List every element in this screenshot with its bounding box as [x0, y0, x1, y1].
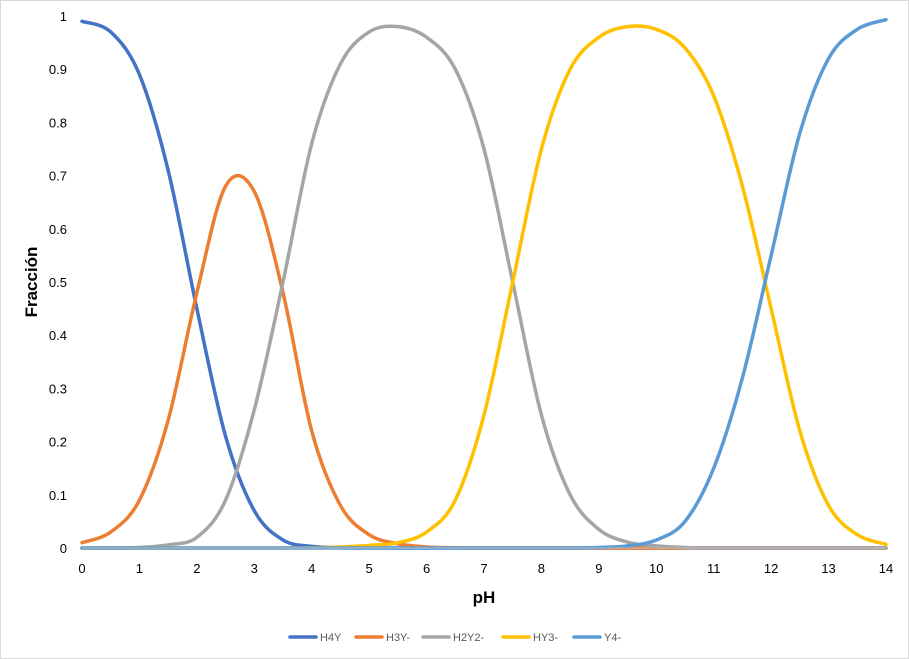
x-axis-title: pH [473, 588, 496, 607]
x-tick-labels: 0 1 2 3 4 5 6 7 8 9 10 11 12 13 14 [78, 561, 893, 576]
legend-label: HY3- [533, 632, 558, 644]
x-tick-label: 12 [764, 561, 778, 576]
x-tick-label: 8 [538, 561, 545, 576]
x-tick-label: 0 [78, 561, 85, 576]
x-tick-label: 14 [879, 561, 893, 576]
series-line-h3y [80, 174, 888, 550]
x-tick-label: 7 [480, 561, 487, 576]
series-line-y4 [80, 17, 888, 550]
y-tick-label: 0 [60, 541, 67, 556]
legend-item: H3Y- [354, 632, 410, 644]
x-tick-label: 2 [193, 561, 200, 576]
legend-label: Y4- [604, 632, 621, 644]
y-tick-label: 0.1 [49, 488, 67, 503]
x-tick-label: 5 [366, 561, 373, 576]
y-tick-label: 0.8 [49, 115, 67, 130]
y-tick-label: 0.9 [49, 62, 67, 77]
legend: H4Y H3Y- H2Y2- HY3- Y4- [288, 632, 621, 644]
y-tick-label: 0.3 [49, 381, 67, 396]
legend-item: H2Y2- [421, 632, 485, 644]
x-tick-label: 1 [136, 561, 143, 576]
legend-label: H3Y- [386, 632, 410, 644]
y-tick-label: 0.4 [49, 328, 67, 343]
y-tick-label: 0.7 [49, 169, 67, 184]
y-tick-label: 0.5 [49, 275, 67, 290]
x-tick-label: 4 [308, 561, 315, 576]
x-tick-label: 11 [707, 561, 721, 576]
y-axis-title: Fracción [22, 247, 41, 318]
y-tick-label: 0.2 [49, 435, 67, 450]
y-tick-labels: 0 0.1 0.2 0.3 0.4 0.5 0.6 0.7 0.8 0.9 1 [49, 9, 67, 556]
legend-label: H2Y2- [453, 632, 485, 644]
x-tick-label: 9 [595, 561, 602, 576]
legend-item: H4Y [288, 632, 342, 644]
series-lines [80, 17, 888, 550]
x-tick-label: 6 [423, 561, 430, 576]
legend-label: H4Y [320, 632, 342, 644]
y-tick-label: 1 [60, 9, 67, 24]
x-tick-label: 10 [649, 561, 663, 576]
y-tick-label: 0.6 [49, 222, 67, 237]
legend-item: Y4- [572, 632, 621, 644]
legend-item: HY3- [501, 632, 558, 644]
x-tick-label: 13 [821, 561, 835, 576]
x-tick-label: 3 [251, 561, 258, 576]
